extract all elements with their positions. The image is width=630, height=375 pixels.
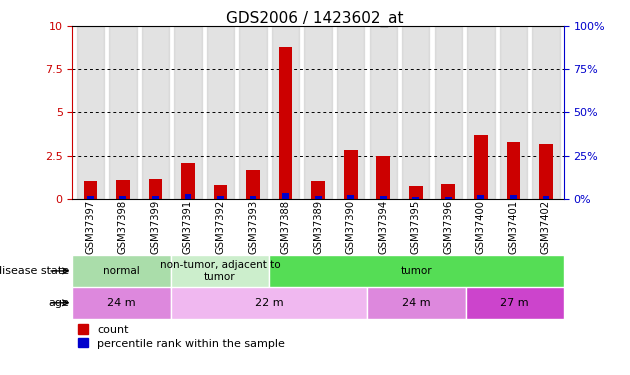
- Text: non-tumor, adjacent to
tumor: non-tumor, adjacent to tumor: [159, 260, 280, 282]
- Bar: [120, 196, 126, 199]
- Bar: [171, 255, 269, 287]
- Bar: [532, 26, 559, 199]
- Text: 24 m: 24 m: [402, 298, 431, 308]
- Bar: [109, 26, 137, 199]
- Bar: [315, 196, 321, 199]
- Bar: [500, 26, 527, 199]
- Bar: [72, 255, 171, 287]
- Text: normal: normal: [103, 266, 140, 276]
- Bar: [116, 180, 130, 199]
- Bar: [282, 193, 289, 199]
- Bar: [311, 182, 325, 199]
- Bar: [445, 196, 452, 199]
- Bar: [278, 47, 292, 199]
- Text: tumor: tumor: [401, 266, 432, 276]
- Bar: [370, 26, 397, 199]
- Bar: [142, 26, 169, 199]
- Bar: [185, 194, 192, 199]
- Text: 24 m: 24 m: [107, 298, 136, 308]
- Text: age: age: [49, 298, 69, 308]
- Bar: [539, 144, 553, 199]
- Bar: [84, 182, 97, 199]
- Bar: [510, 195, 517, 199]
- Text: disease state: disease state: [0, 266, 69, 276]
- Bar: [239, 26, 266, 199]
- Bar: [466, 287, 564, 319]
- Bar: [442, 184, 455, 199]
- Bar: [214, 185, 227, 199]
- Bar: [542, 196, 549, 199]
- Bar: [171, 287, 367, 319]
- Bar: [246, 170, 260, 199]
- Bar: [344, 150, 358, 199]
- Bar: [435, 26, 462, 199]
- Bar: [249, 196, 256, 199]
- Text: 27 m: 27 m: [500, 298, 529, 308]
- Text: GDS2006 / 1423602_at: GDS2006 / 1423602_at: [226, 11, 404, 27]
- Bar: [507, 142, 520, 199]
- Bar: [77, 26, 104, 199]
- Bar: [367, 287, 466, 319]
- Bar: [207, 26, 234, 199]
- Bar: [478, 195, 484, 199]
- Bar: [217, 196, 224, 199]
- Bar: [269, 255, 564, 287]
- Bar: [87, 196, 94, 199]
- Text: 22 m: 22 m: [255, 298, 284, 308]
- Bar: [467, 26, 495, 199]
- Bar: [272, 26, 299, 199]
- Legend: count, percentile rank within the sample: count, percentile rank within the sample: [78, 324, 285, 348]
- Bar: [402, 26, 430, 199]
- Bar: [304, 26, 332, 199]
- Bar: [149, 179, 163, 199]
- Bar: [175, 26, 202, 199]
- Bar: [152, 196, 159, 199]
- Bar: [72, 287, 171, 319]
- Bar: [376, 156, 390, 199]
- Bar: [347, 195, 354, 199]
- Bar: [337, 26, 364, 199]
- Bar: [181, 162, 195, 199]
- Bar: [413, 196, 419, 199]
- Bar: [409, 186, 423, 199]
- Bar: [474, 135, 488, 199]
- Bar: [380, 196, 387, 199]
